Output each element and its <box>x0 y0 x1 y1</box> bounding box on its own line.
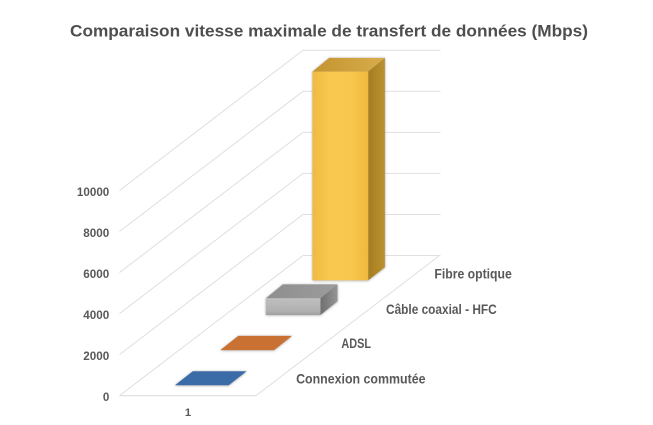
svg-text:ADSL: ADSL <box>341 336 371 351</box>
svg-text:1: 1 <box>185 407 191 419</box>
svg-text:8000: 8000 <box>83 227 109 240</box>
svg-text:Fibre optique: Fibre optique <box>434 266 511 281</box>
svg-text:2000: 2000 <box>83 350 109 363</box>
svg-text:0: 0 <box>103 391 109 404</box>
svg-text:6000: 6000 <box>83 268 109 281</box>
svg-text:Câble coaxial - HFC: Câble coaxial - HFC <box>386 302 497 317</box>
svg-text:4000: 4000 <box>83 309 109 322</box>
svg-text:10000: 10000 <box>77 186 109 199</box>
svg-text:Comparaison vitesse maximale d: Comparaison vitesse maximale de transfer… <box>70 23 588 41</box>
svg-text:Connexion commutée: Connexion commutée <box>296 371 425 386</box>
